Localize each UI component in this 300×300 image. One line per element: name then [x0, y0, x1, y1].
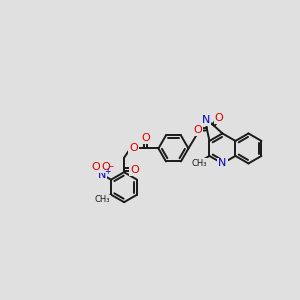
Text: CH₃: CH₃: [95, 195, 110, 204]
Text: CH₃: CH₃: [191, 159, 207, 168]
Text: O: O: [101, 162, 110, 172]
Text: O: O: [130, 165, 139, 175]
Text: O: O: [129, 143, 138, 153]
Text: +: +: [104, 167, 110, 176]
Text: N: N: [98, 170, 106, 180]
Text: N: N: [202, 115, 210, 125]
Text: O: O: [215, 113, 224, 123]
Text: O: O: [141, 133, 150, 143]
Text: O: O: [92, 163, 100, 172]
Text: O: O: [193, 125, 202, 135]
Text: −: −: [107, 162, 114, 171]
Text: N: N: [218, 158, 226, 168]
